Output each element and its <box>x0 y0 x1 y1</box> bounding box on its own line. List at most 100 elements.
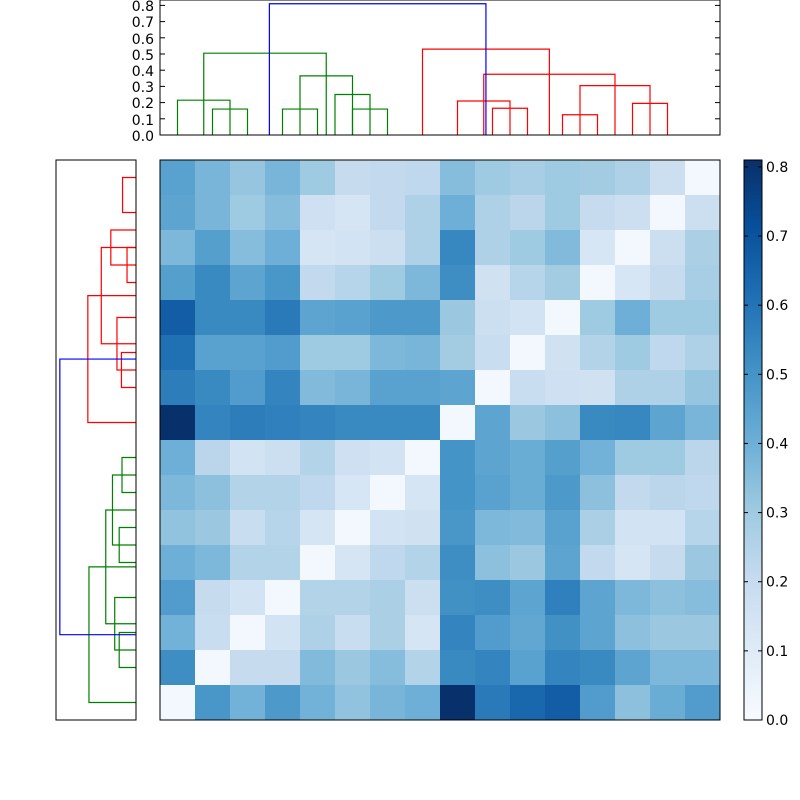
heatmap-cell <box>685 615 721 651</box>
heatmap-cell <box>405 370 441 406</box>
colorbar-tick-label: 0.2 <box>766 575 788 591</box>
heatmap-cell <box>265 440 301 476</box>
heatmap-cell <box>545 580 581 616</box>
heatmap-cell <box>580 370 616 406</box>
heatmap-cell <box>685 160 721 196</box>
heatmap-cell <box>300 160 336 196</box>
heatmap-cell <box>230 405 266 441</box>
heatmap-cell <box>580 685 616 721</box>
heatmap-cell <box>510 405 546 441</box>
colorbar-gradient <box>743 159 763 721</box>
heatmap-cell <box>335 160 371 196</box>
heatmap-cell <box>230 685 266 721</box>
heatmap-cell <box>545 230 581 266</box>
column-dendrogram-links <box>176 3 669 135</box>
y-tick-label: 0.8 <box>132 0 154 15</box>
heatmap-cell <box>440 650 476 686</box>
heatmap-cell <box>510 545 546 581</box>
heatmap-cell <box>265 685 301 721</box>
heatmap-cell <box>650 160 686 196</box>
heatmap-cell <box>265 300 301 336</box>
colorbar-tick-label: 0.8 <box>766 160 788 176</box>
colorbar: 0.0 0.1 0.2 0.3 0.4 0.5 0.6 0.7 0.8 <box>743 159 788 729</box>
heatmap-cell <box>300 300 336 336</box>
heatmap-cell <box>370 545 406 581</box>
heatmap-cell <box>475 685 511 721</box>
heatmap-cell <box>160 440 196 476</box>
heatmap-cell <box>265 335 301 371</box>
heatmap-cell <box>615 300 651 336</box>
y-tick-label: 0.7 <box>132 15 154 31</box>
heatmap-cell <box>510 265 546 301</box>
heatmap-cell <box>440 405 476 441</box>
heatmap-cell <box>475 580 511 616</box>
heatmap-cell <box>300 580 336 616</box>
heatmap-cell <box>685 440 721 476</box>
heatmap-cell <box>685 545 721 581</box>
heatmap-cell <box>440 195 476 231</box>
heatmap-cell <box>230 370 266 406</box>
heatmap-cell <box>685 475 721 511</box>
heatmap-cell <box>580 615 616 651</box>
heatmap-cell <box>230 300 266 336</box>
heatmap-cell <box>685 405 721 441</box>
y-tick-label: 0.0 <box>132 129 154 145</box>
heatmap-cell <box>195 195 231 231</box>
heatmap-cell <box>510 615 546 651</box>
heatmap-cell <box>195 405 231 441</box>
heatmap-cell <box>510 580 546 616</box>
heatmap-cell <box>335 230 371 266</box>
heatmap-cell <box>615 545 651 581</box>
heatmap-cell <box>510 370 546 406</box>
heatmap-cell <box>300 440 336 476</box>
colorbar-tick-label: 0.3 <box>766 506 788 522</box>
heatmap-cell <box>405 475 441 511</box>
heatmap-cell <box>580 265 616 301</box>
heatmap-cell <box>545 440 581 476</box>
heatmap-cell <box>650 370 686 406</box>
heatmap-cell <box>230 440 266 476</box>
heatmap-cell <box>300 370 336 406</box>
heatmap-cell <box>195 580 231 616</box>
heatmap-cell <box>615 265 651 301</box>
heatmap-cell <box>265 265 301 301</box>
heatmap-cell <box>405 160 441 196</box>
heatmap-cell <box>685 195 721 231</box>
heatmap-cell <box>510 300 546 336</box>
column-dendrogram: 0.0 0.1 0.2 0.3 0.4 0.5 0.6 0.7 0.8 <box>132 0 721 145</box>
heatmap-cell <box>370 405 406 441</box>
heatmap-cell <box>405 440 441 476</box>
row-dendrogram-frame <box>55 159 137 721</box>
heatmap-cell <box>160 160 196 196</box>
heatmap-cell <box>265 230 301 266</box>
heatmap-cell <box>650 580 686 616</box>
heatmap-cell <box>300 545 336 581</box>
heatmap-cell <box>370 335 406 371</box>
heatmap-cell <box>405 300 441 336</box>
heatmap-cell <box>440 440 476 476</box>
heatmap-cell <box>230 195 266 231</box>
heatmap-cell <box>370 230 406 266</box>
heatmap-cell <box>265 160 301 196</box>
colorbar-tick-label: 0.5 <box>766 367 788 383</box>
heatmap-cell <box>615 335 651 371</box>
heatmap-cell <box>195 545 231 581</box>
heatmap-cell <box>510 510 546 546</box>
y-tick-label: 0.5 <box>132 48 154 64</box>
heatmap-cell <box>440 615 476 651</box>
heatmap-cell <box>230 580 266 616</box>
heatmap-cell <box>160 265 196 301</box>
heatmap-cell <box>580 195 616 231</box>
heatmap-frame <box>159 159 721 721</box>
heatmap-cell <box>685 265 721 301</box>
heatmap-cell <box>160 195 196 231</box>
heatmap-cell <box>440 300 476 336</box>
heatmap-cell <box>370 615 406 651</box>
heatmap-cell <box>370 160 406 196</box>
heatmap-cell <box>650 230 686 266</box>
heatmap-cell <box>440 510 476 546</box>
heatmap-cell <box>370 265 406 301</box>
y-tick-label: 0.1 <box>132 113 154 129</box>
heatmap-cell <box>440 545 476 581</box>
